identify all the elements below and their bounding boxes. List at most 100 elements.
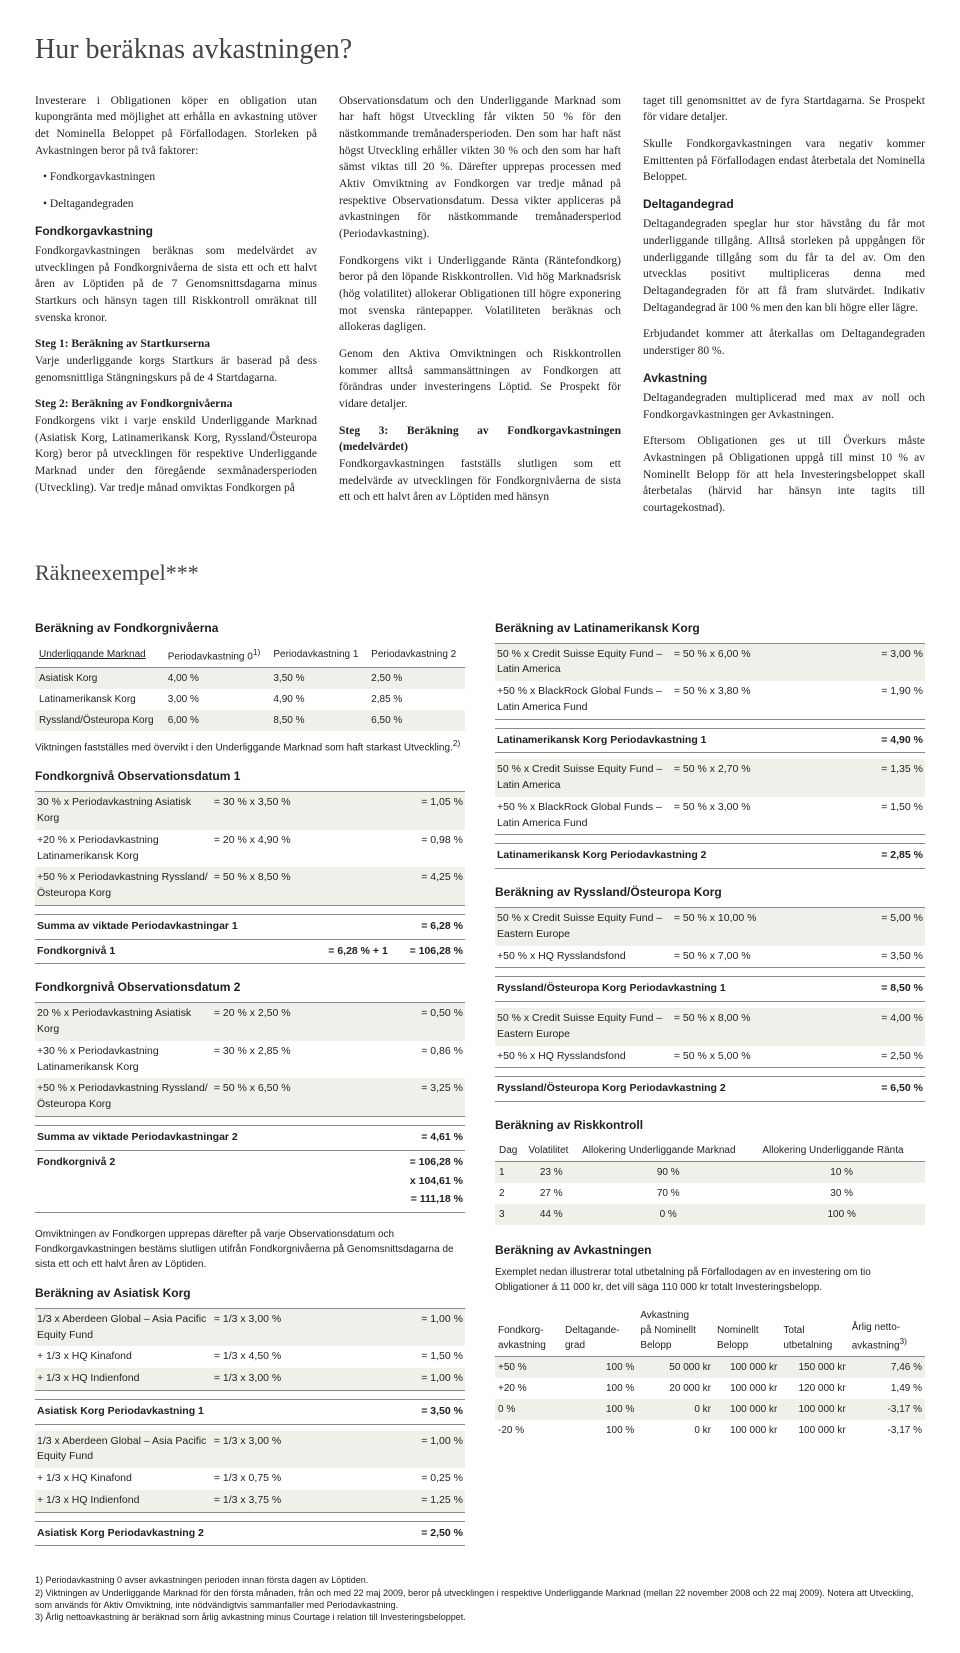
p: Eftersom Obligationen ges ut till Överku… <box>643 433 925 516</box>
calc-m: = 1/3 x 0,75 % <box>214 1471 391 1487</box>
calc-m: = 50 % x 3,80 % <box>674 684 851 716</box>
cell: 100 000 kr <box>714 1357 780 1379</box>
calc-l: + 1/3 x HQ Indienfond <box>37 1493 214 1509</box>
sum-label: Summa av viktade Periodavkastningar 1 <box>37 919 353 935</box>
calc-r: = 5,00 % <box>851 911 923 943</box>
calc-m: = 1/3 x 3,00 % <box>214 1312 391 1344</box>
calc-l: +20 % x Periodavkastning Latinamerikansk… <box>37 833 214 865</box>
sum-val: = 8,50 % <box>852 981 923 997</box>
calc-m: = 50 % x 8,00 % <box>674 1011 851 1043</box>
examples: Beräkning av Fondkorgnivåerna Underligga… <box>35 607 925 1561</box>
step-body: Fondkorgens vikt i varje enskild Underli… <box>35 415 317 494</box>
th: Fondkorg- avkastning <box>495 1305 562 1357</box>
sum-val: = 2,85 % <box>852 848 923 864</box>
risk-table: DagVolatilitetAllokering Underliggande M… <box>495 1140 925 1225</box>
bullet: • Fondkorgavkastningen <box>35 169 317 186</box>
sum-val: = 3,50 % <box>392 1404 463 1420</box>
cell: 10 % <box>758 1162 925 1184</box>
calc-l: 50 % x Credit Suisse Equity Fund – Easte… <box>497 911 674 943</box>
caption: Exemplet nedan illustrerar total utbetal… <box>495 1265 925 1295</box>
cell: 100 000 kr <box>714 1420 780 1441</box>
cell: 8,50 % <box>269 710 367 731</box>
calc-r: = 0,98 % <box>391 833 463 865</box>
calc-m: = 1/3 x 3,00 % <box>214 1434 391 1466</box>
calc-r: = 3,25 % <box>391 1081 463 1113</box>
calc-l: 1/3 x Aberdeen Global – Asia Pacific Equ… <box>37 1312 214 1344</box>
calc-l: +30 % x Periodavkastning Latinamerikansk… <box>37 1044 214 1076</box>
cell: 2,85 % <box>367 689 465 710</box>
calc-r: = 2,50 % <box>851 1049 923 1065</box>
step-title: Steg 1: Beräkning av Startkurserna <box>35 338 210 350</box>
th: Volatilitet <box>524 1140 578 1162</box>
step-title: Steg 2: Beräkning av Fondkorgnivåerna <box>35 398 232 410</box>
cell: 100 % <box>562 1420 637 1441</box>
caption: Omviktningen av Fondkorgen upprepas däre… <box>35 1227 465 1272</box>
calc-m: = 50 % x 8,50 % <box>214 870 391 902</box>
sum-label: Fondkorgnivå 2 <box>37 1155 321 1171</box>
sum-label: Latinamerikansk Korg Periodavkastning 1 <box>497 733 852 749</box>
calc-r: = 1,25 % <box>391 1493 463 1509</box>
sum-val: x 104,61 % <box>321 1174 463 1190</box>
footnote: 3) Årlig nettoavkastning är beräknad som… <box>35 1611 925 1623</box>
h: Beräkning av Fondkorgnivåerna <box>35 619 465 637</box>
h: Fondkorgnivå Observationsdatum 2 <box>35 978 465 996</box>
p: Steg 1: Beräkning av Startkurserna Varje … <box>35 336 317 386</box>
step-body: Varje underliggande korgs Startkurs är b… <box>35 355 317 384</box>
p: Skulle Fondkorgavkastningen vara negativ… <box>643 136 925 186</box>
sum-label: Asiatisk Korg Periodavkastning 2 <box>37 1526 392 1542</box>
sum-val: = 4,90 % <box>852 733 923 749</box>
cell: +50 % <box>495 1357 562 1379</box>
h: Beräkning av Asiatisk Korg <box>35 1284 465 1302</box>
p: Observationsdatum och den Underliggande … <box>339 93 621 243</box>
cell: +20 % <box>495 1378 562 1399</box>
cell: 3 <box>495 1204 524 1225</box>
text-columns: Investerare i Obligationen köper en obli… <box>35 93 925 527</box>
sum-mid: = 6,28 % + 1 <box>288 944 388 960</box>
calc-r: = 1,05 % <box>391 795 463 827</box>
calc-l: 30 % x Periodavkastning Asiatisk Korg <box>37 795 214 827</box>
cell: 90 % <box>578 1162 758 1184</box>
p: Investerare i Obligationen köper en obli… <box>35 93 317 160</box>
cell: 3,00 % <box>164 689 270 710</box>
h: Beräkning av Ryssland/Östeuropa Korg <box>495 883 925 901</box>
asia-block: 1/3 x Aberdeen Global – Asia Pacific Equ… <box>35 1308 465 1547</box>
cell: 0 % <box>578 1204 758 1225</box>
column-1: Investerare i Obligationen köper en obli… <box>35 93 317 527</box>
cell: 100 % <box>562 1357 637 1379</box>
calc-l: + 1/3 x HQ Kinafond <box>37 1471 214 1487</box>
subhead: Deltagandegrad <box>643 196 925 213</box>
calc-r: = 4,25 % <box>391 870 463 902</box>
p: Steg 3: Beräkning av Fondkorgavkastninge… <box>339 423 621 506</box>
th: Allokering Underliggande Ränta <box>758 1140 925 1162</box>
th: Periodavkastning 1 <box>269 643 367 668</box>
cell: -20 % <box>495 1420 562 1441</box>
sum-val: = 2,50 % <box>392 1526 463 1542</box>
cell: 100 % <box>562 1378 637 1399</box>
subhead: Avkastning <box>643 370 925 387</box>
calc-l: +50 % x Periodavkastning Ryssland/Östeur… <box>37 870 214 902</box>
cell: 100 000 kr <box>714 1378 780 1399</box>
p: Erbjudandet kommer att återkallas om Del… <box>643 326 925 359</box>
calc-l: 50 % x Credit Suisse Equity Fund – Latin… <box>497 647 674 679</box>
calc-l: +50 % x HQ Rysslandsfond <box>497 1049 674 1065</box>
cell: 100 % <box>562 1399 637 1420</box>
th: Nominellt Belopp <box>714 1305 780 1357</box>
cell: 150 000 kr <box>780 1357 848 1379</box>
calc-l: 50 % x Credit Suisse Equity Fund – Easte… <box>497 1011 674 1043</box>
h: Fondkorgnivå Observationsdatum 1 <box>35 767 465 785</box>
calc-r: = 1,00 % <box>391 1371 463 1387</box>
sum-val: = 111,18 % <box>321 1192 463 1208</box>
sum-label: Asiatisk Korg Periodavkastning 1 <box>37 1404 392 1420</box>
cell: 2 <box>495 1183 524 1204</box>
cell: 4,00 % <box>164 668 270 690</box>
example-title: Räkneexempel*** <box>35 557 925 589</box>
cell: 100 000 kr <box>780 1399 848 1420</box>
cell: 6,00 % <box>164 710 270 731</box>
calc-m: = 50 % x 7,00 % <box>674 949 851 965</box>
obs2-block: 20 % x Periodavkastning Asiatisk Korg= 2… <box>35 1002 465 1213</box>
cell: Ryssland/Östeuropa Korg <box>35 710 164 731</box>
calc-l: +50 % x BlackRock Global Funds – Latin A… <box>497 684 674 716</box>
sum-val: = 6,50 % <box>852 1081 923 1097</box>
calc-l: +50 % x Periodavkastning Ryssland/Östeur… <box>37 1081 214 1113</box>
column-3: taget till genomsnittet av de fyra Start… <box>643 93 925 527</box>
